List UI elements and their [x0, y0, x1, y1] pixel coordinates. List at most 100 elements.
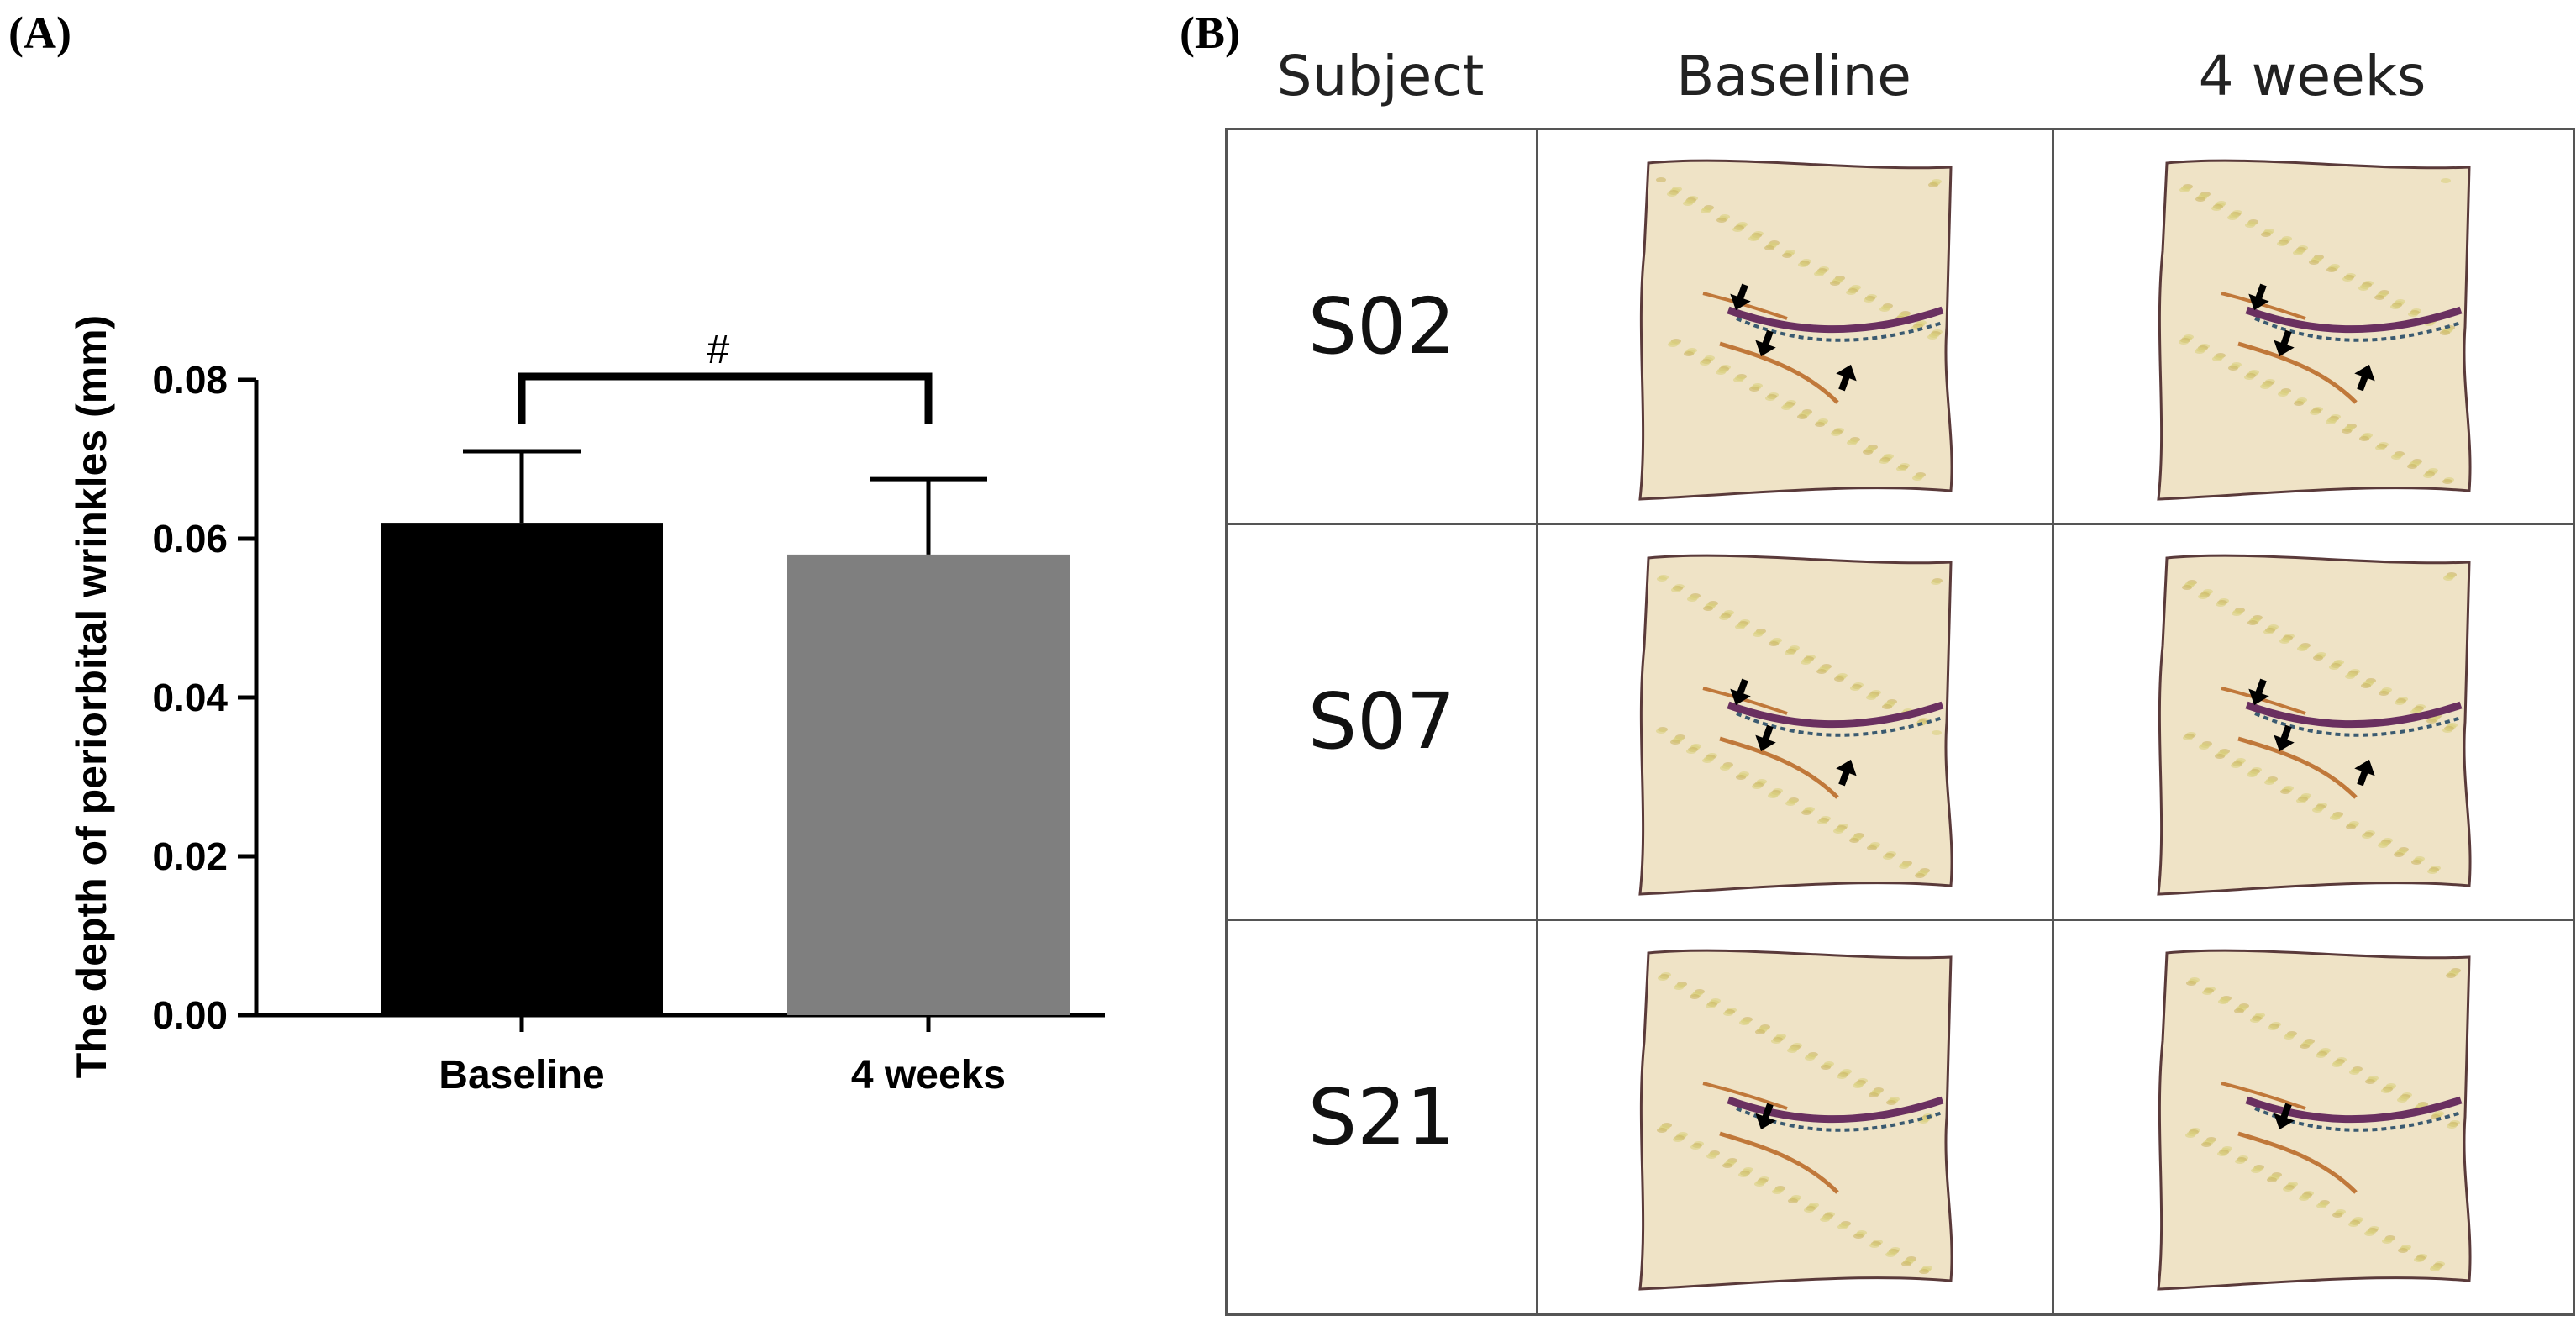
skin-texture-dot	[2198, 744, 2209, 750]
skin-texture-dot	[1852, 1083, 1863, 1089]
skin-texture-dot	[2389, 303, 2400, 309]
x-tick-label: Baseline	[439, 1053, 604, 1097]
bar-baseline	[381, 523, 663, 1015]
skin-texture-dot	[1767, 792, 1778, 798]
arrow-marker	[2273, 329, 2295, 356]
skin-texture-dot	[2233, 1008, 2244, 1014]
arrow-marker	[2353, 759, 2375, 787]
skin-texture-dot	[1764, 395, 1775, 401]
skin-texture-dot	[1865, 694, 1876, 700]
skin-texture-dot	[2396, 1097, 2407, 1103]
skin-texture-dot	[1885, 1100, 1896, 1106]
skin-texture-dot	[2377, 842, 2388, 848]
skin-texture-dot	[1927, 334, 1937, 340]
eyelash-line	[2253, 316, 2462, 342]
skin-texture-dot	[2200, 1142, 2211, 1148]
skin-texture-dot	[2348, 1070, 2359, 1076]
skin-texture-dot	[2230, 762, 2241, 768]
skin-texture-dot	[1716, 217, 1727, 223]
skin-texture-dot	[1754, 1029, 1765, 1035]
skin-texture-dot	[2429, 1266, 2440, 1272]
skin-texture-dot	[1702, 605, 1713, 611]
skin-texture-dot	[2364, 1079, 2375, 1085]
skin-texture-dot	[1732, 226, 1743, 232]
skin-texture-dot	[2410, 859, 2421, 865]
y-tick-label: 0.00	[152, 993, 228, 1037]
skin-texture-dot	[1764, 245, 1774, 250]
skin-texture-dot	[2341, 428, 2352, 434]
skin-texture-dot	[2217, 999, 2228, 1005]
4-weeks-image	[2052, 918, 2575, 1317]
skin-texture-dot	[1690, 1145, 1701, 1150]
skin-texture-dot	[1816, 819, 1827, 824]
y-tick-label: 0.02	[152, 834, 228, 878]
skin-texture-dot	[1738, 1020, 1749, 1026]
skin-texture-dot	[2246, 771, 2257, 777]
bar-4-weeks	[787, 554, 1070, 1015]
skin-texture-dot	[2249, 1018, 2260, 1024]
arrow-marker	[1729, 283, 1751, 310]
skin-texture-dot	[1656, 1128, 1667, 1134]
panel-label-b: (B)	[1180, 8, 1240, 58]
x-tick-label: 4 weeks	[851, 1053, 1006, 1097]
skin-texture-dot	[2178, 339, 2189, 345]
skin-texture-dot	[1748, 386, 1759, 392]
skin-texture-dot	[1836, 1074, 1847, 1080]
wrinkle-line	[2237, 736, 2358, 799]
skin-texture-dot	[1719, 765, 1730, 771]
skin-texture-dot	[1797, 261, 1808, 267]
skin-texture-dot	[1866, 845, 1877, 850]
skin-texture-dot	[1715, 369, 1726, 375]
skin-texture-dot	[1752, 631, 1763, 637]
skin-texture-dot	[2184, 1133, 2195, 1139]
skin-texture-dot	[1785, 800, 1795, 806]
skin-texture-dot	[2263, 629, 2274, 634]
skin-texture-dot	[1868, 1092, 1879, 1098]
panel-label-a: (A)	[8, 8, 71, 58]
skin-texture-dot	[1885, 1252, 1895, 1258]
skin-texture-dot	[2326, 266, 2337, 272]
skin-texture-dot	[1801, 809, 1811, 815]
skin-texture-dot	[2197, 593, 2208, 599]
skin-texture-dot	[1820, 1065, 1831, 1071]
y-tick-label: 0.08	[152, 358, 228, 402]
skin-texture-dot	[1878, 458, 1889, 464]
arrow-marker	[1754, 1103, 1776, 1130]
wrinkle-line	[2221, 291, 2306, 320]
skin-texture-dot	[1911, 475, 1922, 481]
skin-texture-dot	[1927, 182, 1938, 187]
subject-label: S07	[1225, 523, 1538, 921]
skin-texture-dot	[1706, 1154, 1716, 1160]
header-4-weeks: 4 weeks	[2198, 44, 2426, 108]
4-weeks-image	[2052, 523, 2575, 921]
arrow-marker	[1835, 364, 1857, 392]
skin-texture-dot	[2227, 365, 2238, 371]
skin-texture-dot	[2299, 1044, 2310, 1050]
skin-texture-dot	[1787, 1198, 1798, 1204]
wrinkle-line	[1702, 687, 1788, 715]
baseline-image	[1536, 918, 2054, 1317]
baseline-image	[1536, 127, 2054, 526]
header-subject: Subject	[1276, 44, 1485, 108]
arrow-marker	[2273, 724, 2295, 752]
significance-marker: #	[707, 328, 730, 372]
skin-texture-dot	[2358, 285, 2368, 291]
skin-texture-dot	[1848, 837, 1859, 843]
skin-texture-dot	[2179, 187, 2190, 192]
arrow-marker	[2273, 1103, 2295, 1130]
skin-texture-dot	[1748, 235, 1759, 241]
skin-texture-dot	[1718, 614, 1729, 620]
skin-texture-dot	[1753, 1182, 1764, 1187]
skin-texture-dot	[1918, 1269, 1929, 1275]
skin-texture-dot	[2181, 584, 2192, 590]
skin-texture-dot	[2345, 824, 2356, 829]
grid-row: S21	[1225, 918, 2575, 1317]
skin-texture-dot	[2308, 259, 2319, 265]
skin-texture-dot	[2329, 814, 2340, 820]
skin-texture-dot	[1833, 676, 1844, 682]
skin-texture-dot	[2316, 1203, 2326, 1209]
skin-texture-dot	[2182, 734, 2193, 740]
skin-texture-dot	[2216, 1151, 2227, 1157]
eyelid-line	[1726, 1097, 1943, 1124]
4-weeks-image	[2052, 127, 2575, 526]
